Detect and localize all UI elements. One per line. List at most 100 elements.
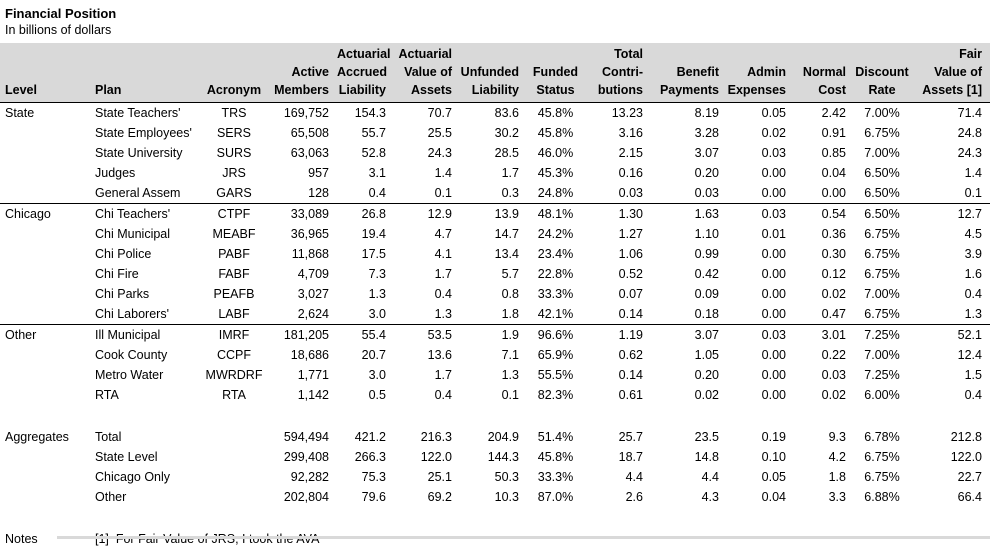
cell-funded-status: 23.4% <box>527 244 584 264</box>
cell-plan: Chi Parks <box>90 284 200 304</box>
cell-acronym: PEAFB <box>200 284 268 304</box>
cell-unfunded-liability: 5.7 <box>460 264 527 284</box>
cell-funded-status: 51.4% <box>527 427 584 447</box>
column-header-line: Fair <box>910 45 982 63</box>
cell-active-members: 1,771 <box>268 365 337 385</box>
cell-benefit-payments: 0.20 <box>651 163 727 183</box>
cell-normal-cost: 0.00 <box>794 183 854 204</box>
cell-fair-value-assets: 71.4 <box>910 103 990 124</box>
column-header-line: Expenses <box>727 81 786 99</box>
column-header-line: Value of <box>910 63 982 81</box>
cell-unfunded-liability: 144.3 <box>460 447 527 467</box>
cell-total-contributions: 0.62 <box>584 345 651 365</box>
cell-normal-cost: 0.22 <box>794 345 854 365</box>
column-header-line: Liability <box>337 81 386 99</box>
column-header-line: Funded <box>527 63 584 81</box>
cell-level <box>0 304 90 325</box>
cell-level: Chicago <box>0 204 90 225</box>
cell-accrued-liability: 3.1 <box>337 163 394 183</box>
cell-acronym: CCPF <box>200 345 268 365</box>
cell-unfunded-liability: 7.1 <box>460 345 527 365</box>
cell-plan: State Employees' <box>90 123 200 143</box>
cell-benefit-payments: 0.02 <box>651 385 727 405</box>
cell-acronym: MEABF <box>200 224 268 244</box>
cell-total-contributions: 0.03 <box>584 183 651 204</box>
cell-active-members: 2,624 <box>268 304 337 325</box>
cell-unfunded-liability: 14.7 <box>460 224 527 244</box>
cell-benefit-payments: 0.09 <box>651 284 727 304</box>
cell-accrued-liability: 421.2 <box>337 427 394 447</box>
cell-admin-expenses: 0.03 <box>727 143 794 163</box>
cell-admin-expenses: 0.00 <box>727 365 794 385</box>
cell-admin-expenses: 0.00 <box>727 183 794 204</box>
cell-level: Other <box>0 325 90 346</box>
cell-discount-rate: 6.75% <box>854 123 910 143</box>
column-header-line: Actuarial <box>337 45 386 63</box>
cell-accrued-liability: 75.3 <box>337 467 394 487</box>
cell-acronym <box>200 487 268 507</box>
title-block: Financial Position In billions of dollar… <box>0 0 990 39</box>
cell-benefit-payments: 0.99 <box>651 244 727 264</box>
cell-normal-cost: 2.42 <box>794 103 854 124</box>
column-header-plan: Plan <box>90 43 200 103</box>
cell-accrued-liability: 55.7 <box>337 123 394 143</box>
cell-total-contributions: 18.7 <box>584 447 651 467</box>
column-header-line: Active <box>268 63 329 81</box>
cell-funded-status: 46.0% <box>527 143 584 163</box>
cell-discount-rate: 6.75% <box>854 447 910 467</box>
cell-unfunded-liability: 30.2 <box>460 123 527 143</box>
cell-funded-status: 65.9% <box>527 345 584 365</box>
cell-unfunded-liability: 1.3 <box>460 365 527 385</box>
cell-level <box>0 345 90 365</box>
cell-fair-value-assets: 12.7 <box>910 204 990 225</box>
cell-active-members: 18,686 <box>268 345 337 365</box>
cell-discount-rate: 6.00% <box>854 385 910 405</box>
column-header-line: butions <box>584 81 643 99</box>
cell-value-of-assets: 53.5 <box>394 325 460 346</box>
cell-admin-expenses: 0.00 <box>727 163 794 183</box>
cell-admin-expenses: 0.00 <box>727 244 794 264</box>
cell-normal-cost: 0.85 <box>794 143 854 163</box>
cell-benefit-payments: 1.63 <box>651 204 727 225</box>
cell-acronym: SURS <box>200 143 268 163</box>
cell-admin-expenses: 0.00 <box>727 284 794 304</box>
cell-unfunded-liability: 10.3 <box>460 487 527 507</box>
cell-normal-cost: 0.30 <box>794 244 854 264</box>
spacer-row <box>0 405 990 427</box>
cell-discount-rate: 6.75% <box>854 304 910 325</box>
cell-value-of-assets: 13.6 <box>394 345 460 365</box>
cell-acronym: MWRDRF <box>200 365 268 385</box>
cell-fair-value-assets: 212.8 <box>910 427 990 447</box>
cell-level <box>0 183 90 204</box>
column-header-line: Value of <box>394 63 452 81</box>
cell-level: Aggregates <box>0 427 90 447</box>
cell-discount-rate: 6.78% <box>854 427 910 447</box>
cell-acronym: JRS <box>200 163 268 183</box>
column-header-line: Unfunded <box>460 63 519 81</box>
cell-fair-value-assets: 1.4 <box>910 163 990 183</box>
cell-acronym <box>200 447 268 467</box>
cell-normal-cost: 0.12 <box>794 264 854 284</box>
cell-admin-expenses: 0.00 <box>727 385 794 405</box>
cell-active-members: 63,063 <box>268 143 337 163</box>
cell-discount-rate: 7.25% <box>854 325 910 346</box>
cell-discount-rate: 6.75% <box>854 224 910 244</box>
cell-funded-status: 45.8% <box>527 123 584 143</box>
cell-total-contributions: 0.52 <box>584 264 651 284</box>
cell-admin-expenses: 0.19 <box>727 427 794 447</box>
cell-normal-cost: 0.03 <box>794 365 854 385</box>
cell-admin-expenses: 0.02 <box>727 123 794 143</box>
cell-fair-value-assets: 66.4 <box>910 487 990 507</box>
